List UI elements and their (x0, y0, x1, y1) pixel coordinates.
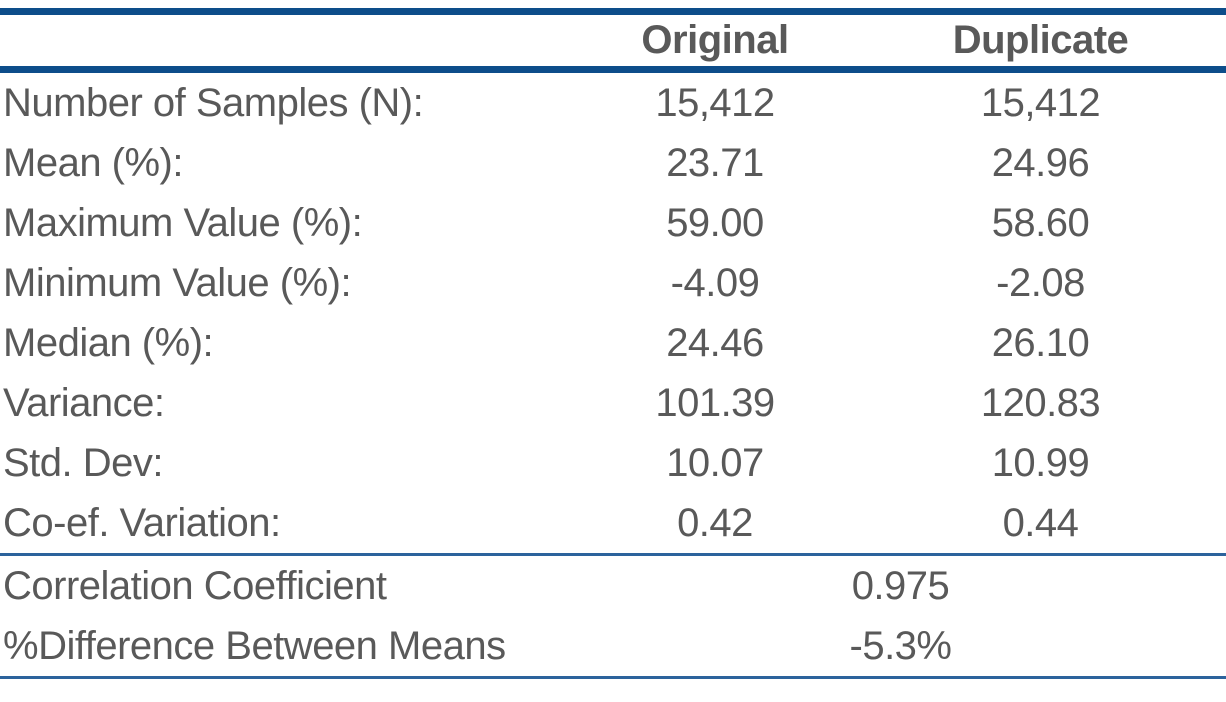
stats-table-container: Original Duplicate Number of Samples (N)… (0, 8, 1226, 679)
summary-value: -5.3% (575, 616, 1226, 679)
original-value: 24.46 (666, 320, 764, 365)
duplicate-value: 26.10 (991, 320, 1090, 365)
summary-value: 0.975 (851, 563, 950, 608)
row-label: Mean (%): (3, 140, 184, 185)
row-label: Co-ef. Variation: (0, 493, 575, 556)
duplicate-value: 15,412 (980, 80, 1101, 125)
row-label: Minimum Value (%): (3, 260, 352, 305)
table-row: Mean (%): 23.71 24.96 (0, 133, 1226, 193)
summary-row-correlation: Correlation Coefficient 0.975 (0, 555, 1226, 617)
row-label: %Difference Between Means (0, 616, 575, 679)
column-header-duplicate: Duplicate (855, 8, 1226, 73)
table-row: Co-ef. Variation: 0.42 0.44 (0, 493, 1226, 556)
duplicate-value: -2.08 (996, 260, 1085, 305)
row-label: Median (%): (3, 320, 214, 365)
column-header-original: Original (575, 8, 855, 73)
original-value: 23.71 (666, 140, 764, 185)
corner-cell (0, 8, 575, 73)
duplicate-value: 120.83 (980, 380, 1101, 425)
row-label: Variance: (3, 380, 165, 425)
table-row: Number of Samples (N): 15,412 15,412 (0, 70, 1226, 134)
row-label: Correlation Coefficient (3, 563, 387, 608)
stats-comparison-table: Original Duplicate Number of Samples (N)… (0, 8, 1226, 679)
row-label: Number of Samples (N): (3, 80, 424, 125)
original-value: 59.00 (666, 200, 764, 245)
original-value: 10.07 (666, 440, 764, 485)
table-row: Variance: 101.39 120.83 (0, 373, 1226, 433)
original-value: 0.42 (575, 493, 855, 556)
duplicate-value: 58.60 (991, 200, 1090, 245)
table-row: Minimum Value (%): -4.09 -2.08 (0, 253, 1226, 313)
row-label: Maximum Value (%): (3, 200, 363, 245)
original-value: -4.09 (670, 260, 760, 305)
table-row: Median (%): 24.46 26.10 (0, 313, 1226, 373)
row-label: Std. Dev: (3, 440, 164, 485)
duplicate-value: 0.44 (855, 493, 1226, 556)
duplicate-value: 10.99 (991, 440, 1090, 485)
original-value: 101.39 (655, 380, 775, 425)
table-row: Maximum Value (%): 59.00 58.60 (0, 193, 1226, 253)
duplicate-value: 24.96 (991, 140, 1090, 185)
summary-row-pct-difference: %Difference Between Means -5.3% (0, 616, 1226, 679)
header-row: Original Duplicate (0, 8, 1226, 73)
original-value: 15,412 (655, 80, 775, 125)
table-row: Std. Dev: 10.07 10.99 (0, 433, 1226, 493)
